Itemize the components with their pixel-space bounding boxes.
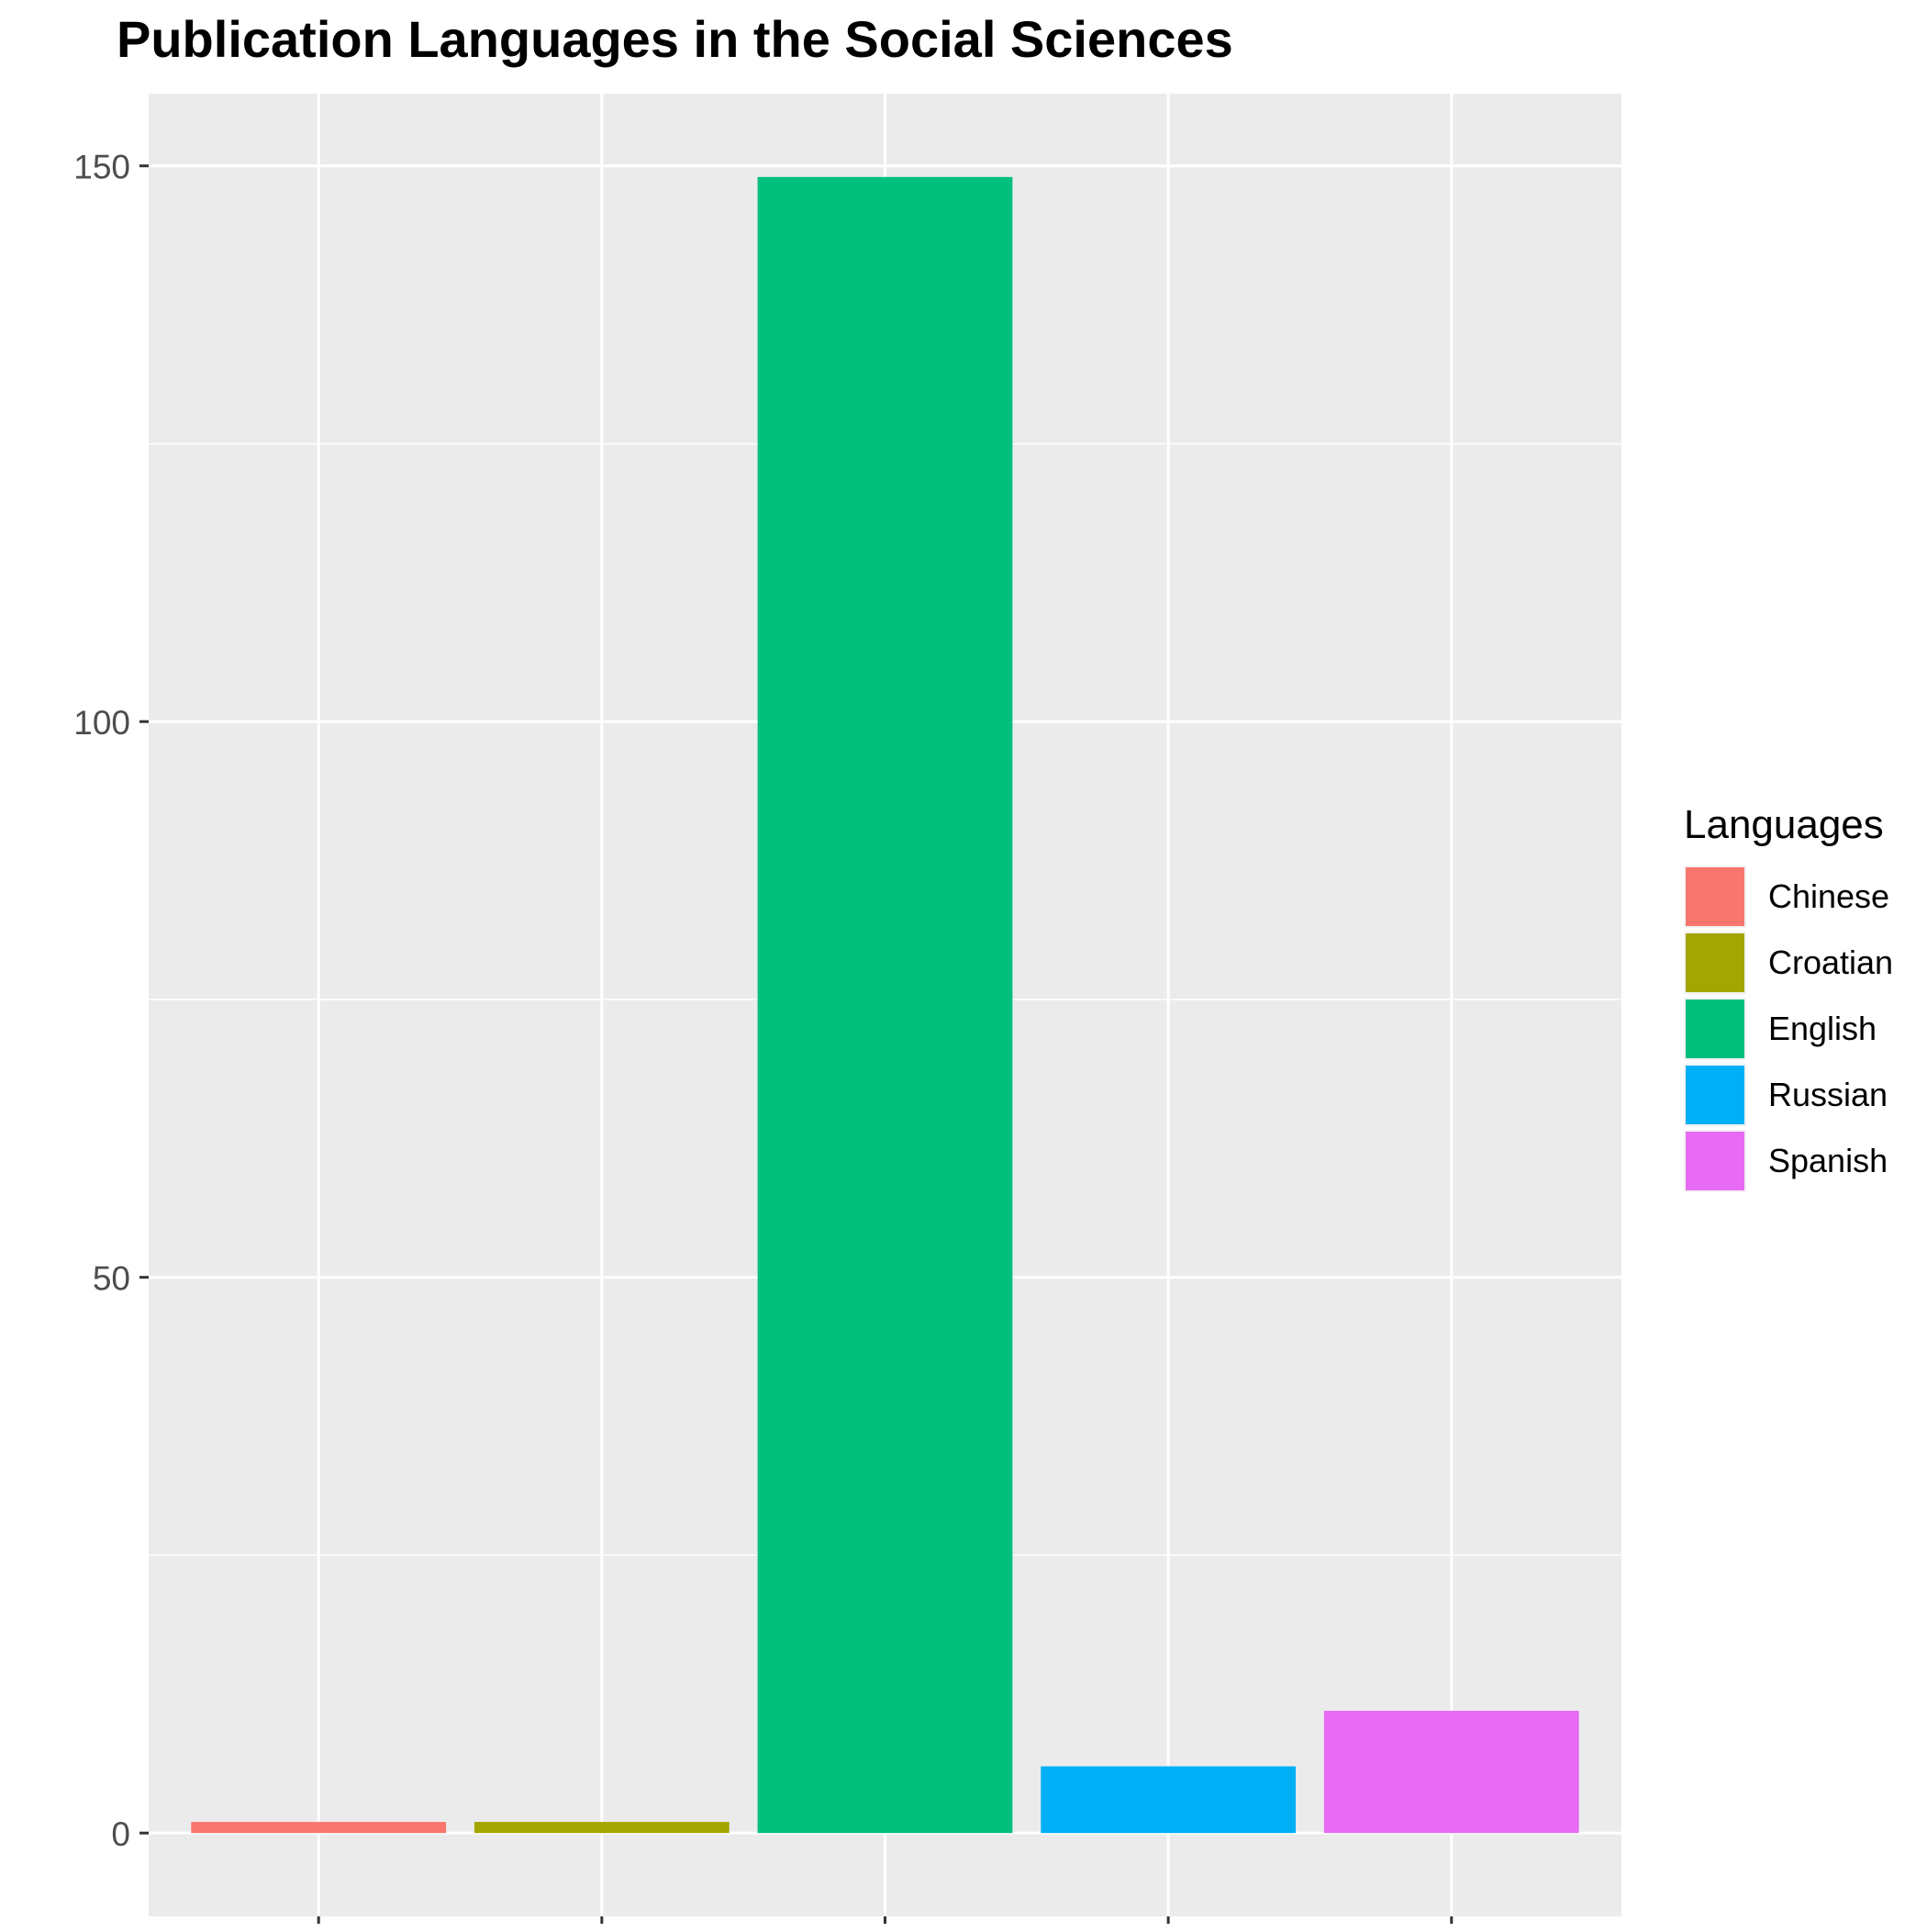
- legend-item-russian: Russian: [1684, 1064, 1888, 1126]
- legend-swatch: [1686, 867, 1744, 926]
- legend-items: Chinese Croatian English Russian Spanish: [1684, 865, 1893, 1192]
- legend-item-spanish: Spanish: [1684, 1130, 1888, 1192]
- legend-label: English: [1768, 1010, 1877, 1047]
- y-tick-label: 50: [93, 1260, 130, 1298]
- legend-item-english: English: [1684, 998, 1877, 1060]
- legend-label: Spanish: [1768, 1142, 1888, 1179]
- y-tick-label: 150: [73, 149, 130, 186]
- legend-swatch: [1686, 1132, 1744, 1190]
- legend-swatch: [1686, 933, 1744, 992]
- bar-croatian: [473, 1822, 730, 1834]
- legend-swatch: [1686, 1066, 1744, 1124]
- legend-label: Russian: [1768, 1076, 1888, 1113]
- chart-title: Publication Languages in the Social Scie…: [117, 10, 1233, 68]
- bar-russian: [1041, 1766, 1297, 1834]
- legend-item-chinese: Chinese: [1684, 865, 1889, 928]
- y-tick-label: 0: [111, 1815, 130, 1853]
- legend-label: Croatian: [1768, 944, 1893, 981]
- y-axis: 0 50 100 150: [73, 149, 149, 1853]
- bar-english: [757, 176, 1013, 1834]
- legend-swatch: [1686, 1000, 1744, 1058]
- legend-label: Chinese: [1768, 877, 1889, 915]
- y-tick-label: 100: [73, 704, 130, 742]
- bars: [191, 176, 1579, 1834]
- legend: Languages Chinese Croatian English Russian S…: [1684, 802, 1893, 1192]
- legend-title: Languages: [1684, 802, 1884, 847]
- bar-spanish: [1323, 1710, 1579, 1834]
- x-axis: [317, 1916, 1454, 1924]
- legend-item-croatian: Croatian: [1684, 932, 1893, 994]
- bar-chinese: [191, 1822, 447, 1834]
